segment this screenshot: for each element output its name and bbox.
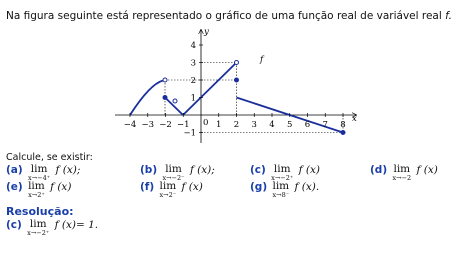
x-tick-label: 3 [252,120,257,130]
header: Na figura seguinte está representado o g… [6,10,452,22]
x-tick-label: 2 [234,120,239,130]
x-tick-label: −1 [177,120,190,130]
lim: lim [272,180,290,192]
item-expr: f (x) [181,181,203,193]
x-tick-label: 1 [216,120,221,130]
points [162,60,346,135]
header-func: f. [445,10,452,22]
item-label: (f) [140,181,155,193]
lim: lim [30,163,48,175]
prompt: Calcule, se existir: [6,152,93,163]
solution-title: Resolução: [6,205,74,218]
exercise-item: (d) lim x→−2 f (x) [370,164,438,181]
lim: lim [393,163,411,175]
y-tick-label: 4 [191,41,196,51]
y-tick-label: 3 [191,59,196,69]
exercise-item: (e) lim x→2⁺ f (x) [6,181,71,198]
limit: lim x→2⁺ [28,181,45,198]
lim-sub: x→−4⁺ [28,173,51,182]
lim-sub: x→8⁻ [272,190,290,199]
exercise-item: (c) lim x→−2⁺ f (x) [250,164,320,181]
x-tick-label: 7 [323,120,328,130]
lim: lim [159,180,177,192]
item-expr: f (x) [416,164,438,176]
origin-label: 0 [203,118,208,128]
solution-label: (c) [6,219,22,231]
exercise-item: (b) lim x→−2⁻ f (x); [140,164,215,181]
item-expr: f (x); [55,164,81,176]
item-label: (e) [6,181,23,193]
lim-sub: x→−2 [392,173,412,182]
limit: lim x→8⁻ [272,181,289,198]
item-expr: f (x). [294,181,320,193]
solution-expr: f (x)= 1. [54,219,99,231]
item-label: (g) [250,181,268,193]
x-tick-label: 8 [340,120,345,130]
header-text: Na figura seguinte está representado o g… [6,10,442,22]
lim-sub: x→2⁻ [159,190,177,199]
limit: lim x→−2⁺ [27,219,49,236]
lim: lim [273,163,291,175]
lim-sub: x→−2⁺ [271,173,294,182]
lim: lim [165,163,182,175]
exercise-item: (g) lim x→8⁻ f (x). [250,181,319,198]
function-label: f [259,55,265,65]
lim-sub: x→−2⁻ [162,173,185,182]
x-tick-label: −4 [124,120,137,130]
x-tick-label: 6 [305,120,310,130]
item-expr: f (x) [298,164,320,176]
exercise-item: (a) lim x→−4⁺ f (x); [6,164,80,181]
limit: lim x→−2⁻ [162,164,184,181]
x-tick-label: 5 [287,120,292,130]
x-tick-label: 4 [269,120,274,130]
item-label: (b) [140,164,158,176]
lim: lim [29,218,47,230]
x-tick-label: −3 [141,120,154,130]
exercise-item: (f) lim x→2⁻ f (x) [140,181,203,198]
item-expr: f (x) [50,181,72,193]
y-tick-label: 1 [191,94,196,104]
item-label: (c) [250,164,266,176]
lim: lim [28,180,45,192]
y-tick-label: −1 [183,129,196,139]
lim-sub: x→2⁺ [28,190,45,199]
item-expr: f (x); [189,164,215,176]
y-axis-label: y [203,27,209,37]
x-tick-label: −2 [159,120,172,130]
limit: lim x→−4⁺ [28,164,50,181]
x-axis-label: x [352,114,357,124]
item-label: (a) [6,164,23,176]
solution: (c) lim x→−2⁺ f (x)= 1. [6,219,98,236]
y-tick-label: 2 [191,76,196,86]
limit: lim x→−2⁺ [271,164,293,181]
guides [164,62,344,133]
graph: x y f 0 −4 −3 −2 −1 1 2 3 4 5 6 7 8 4 3 2 1 −1 [115,27,357,143]
limit: lim x→−2 [392,164,411,181]
limit: lim x→2⁻ [160,181,177,198]
lim-sub: x→−2⁺ [27,228,50,237]
item-label: (d) [370,164,388,176]
